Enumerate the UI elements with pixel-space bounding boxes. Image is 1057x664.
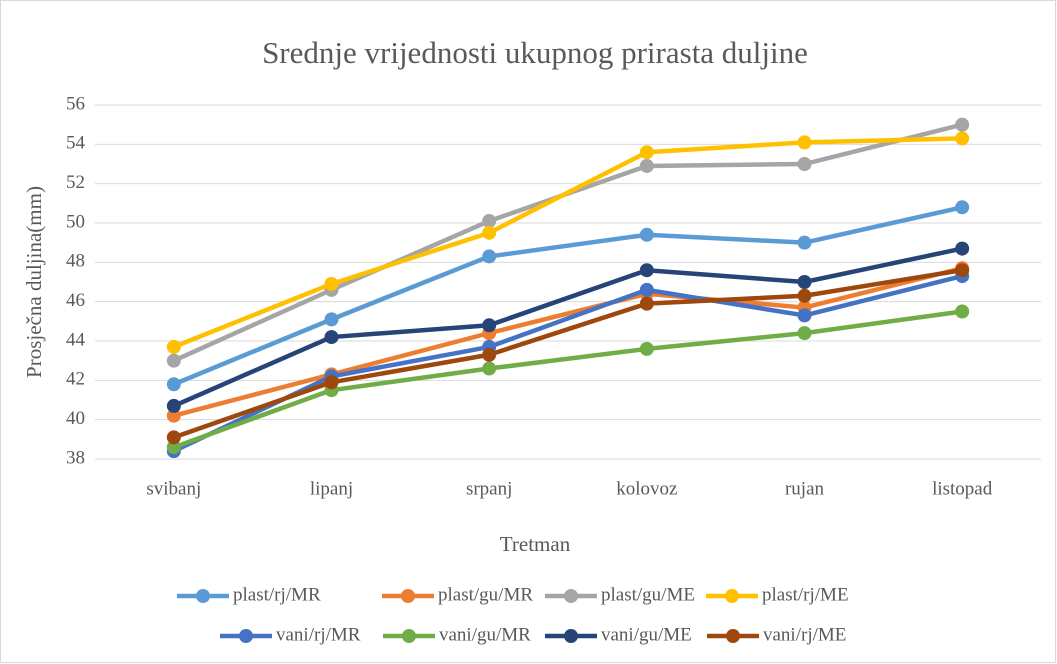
data-point [482,214,497,229]
y-tick-label: 50 [66,211,85,232]
data-point [955,131,970,146]
data-point [166,339,181,354]
y-tick-label: 56 [66,93,85,114]
legend-marker [564,589,578,603]
y-tick-label: 46 [66,290,85,311]
y-tick-label: 48 [66,251,85,272]
legend-label: vani/rj/MR [276,624,361,645]
x-tick-label: svibanj [146,478,201,499]
data-point [324,312,339,327]
chart-title: Srednje vrijednosti ukupnog prirasta dul… [262,35,808,70]
data-point [955,200,970,215]
x-tick-label: listopad [932,478,993,499]
y-tick-label: 38 [66,447,85,468]
legend-marker [402,629,416,643]
legend-label: vani/rj/ME [763,624,846,645]
data-point [639,145,654,160]
series-line [171,246,965,409]
series-line [171,273,965,454]
legend-marker [401,589,415,603]
data-point [639,158,654,173]
y-tick-label: 44 [66,329,86,350]
y-tick-label: 42 [66,369,85,390]
legend-label: vani/gu/MR [439,624,531,645]
y-tick-label: 40 [66,408,85,429]
data-point [955,117,970,132]
data-point [482,249,497,264]
legend-label: plast/gu/ME [601,584,695,605]
data-point [482,318,497,333]
y-axis-label: Prosječna duljina(mm) [22,186,46,378]
y-tick-label: 54 [66,133,86,154]
data-point [482,347,497,362]
data-point [639,263,654,278]
legend-label: vani/gu/ME [601,624,692,645]
data-point [797,308,812,323]
x-tick-label: rujan [785,478,825,499]
legend-marker [196,589,210,603]
data-point [166,377,181,392]
legend-marker [725,589,739,603]
data-point [166,440,181,455]
data-point [482,361,497,376]
x-axis-label: Tretman [500,532,571,556]
data-point [482,225,497,240]
legend-marker [726,629,740,643]
legend-label: plast/gu/MR [438,584,533,605]
series-line [171,205,965,387]
legend-marker [239,629,253,643]
data-point [639,341,654,356]
y-tick-label: 52 [66,172,85,193]
x-tick-label: srpanj [466,478,512,499]
series-line [171,309,965,450]
series-line [171,136,965,350]
data-point [166,430,181,445]
series-line [171,265,965,418]
legend-marker [564,629,578,643]
data-point [166,398,181,413]
legend-label: plast/rj/ME [762,584,849,605]
data-point [797,235,812,250]
data-point [797,326,812,341]
data-point [797,135,812,150]
legend-label: plast/rj/MR [233,584,321,605]
data-point [166,408,181,423]
data-point [955,263,970,278]
x-tick-label: kolovoz [616,478,677,499]
data-point [797,288,812,303]
data-point [166,353,181,368]
data-point [797,157,812,171]
data-point [797,275,812,289]
data-point [955,241,970,256]
data-point [639,227,654,242]
data-point [324,330,339,345]
data-point [324,276,339,291]
data-point [955,304,970,319]
data-point [639,296,654,311]
data-point [324,375,339,390]
x-tick-label: lipanj [310,478,353,499]
series-line [171,267,965,440]
data-point [639,282,654,297]
